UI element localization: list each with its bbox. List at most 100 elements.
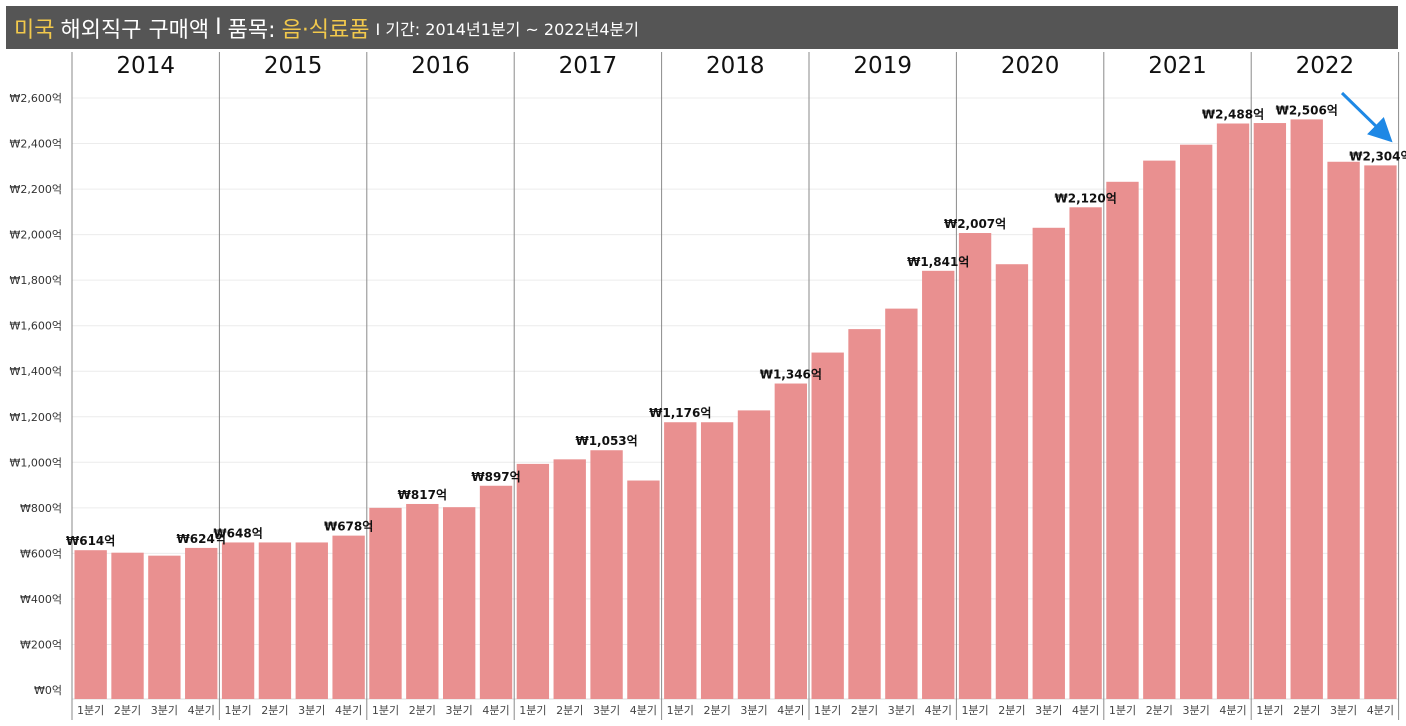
y-tick-label: ₩1,000억 — [10, 456, 63, 469]
bar — [995, 264, 1029, 699]
bar — [811, 352, 844, 699]
data-label: ₩897억 — [471, 470, 520, 484]
year-label: 2022 — [1296, 53, 1355, 79]
quarter-tick-label: 2분기 — [704, 704, 731, 717]
data-label: ₩2,488억 — [1202, 108, 1264, 122]
quarter-tick-label: 4분기 — [188, 704, 215, 717]
data-label: ₩817억 — [398, 488, 447, 502]
bar — [737, 410, 771, 699]
period-label: I 기간: 2014년1분기 ~ 2022년4분기 — [375, 19, 639, 39]
data-label: ₩2,506억 — [1276, 103, 1338, 117]
quarter-tick-label: 4분기 — [925, 704, 952, 717]
quarter-tick-label: 3분기 — [1183, 704, 1210, 717]
year-separators — [71, 52, 1400, 720]
quarter-tick-label: 1분기 — [667, 704, 694, 717]
bar — [1106, 181, 1139, 699]
quarter-tick-label: 2분기 — [114, 704, 141, 717]
bar — [627, 480, 660, 699]
data-label: ₩1,841억 — [907, 255, 969, 269]
year-label: 2016 — [411, 53, 470, 79]
quarter-tick-label: 3분기 — [151, 704, 178, 717]
y-tick-label: ₩0억 — [34, 684, 62, 697]
bar — [369, 507, 402, 699]
bar — [774, 383, 807, 699]
year-label: 2017 — [559, 53, 618, 79]
trend-arrow-icon — [1340, 91, 1393, 143]
bar — [1253, 123, 1287, 700]
bar — [1069, 207, 1102, 700]
item-label: 품목: — [227, 17, 276, 43]
data-label: ₩2,120억 — [1055, 191, 1117, 205]
bar — [958, 233, 992, 699]
y-tick-label: ₩2,600억 — [10, 92, 63, 105]
quarter-tick-label: 2분기 — [998, 704, 1025, 717]
bars — [74, 119, 1397, 700]
bar — [1327, 161, 1360, 699]
y-tick-label: ₩1,800억 — [10, 274, 63, 287]
y-tick-label: ₩800억 — [20, 502, 62, 515]
quarter-tick-label: 3분기 — [740, 704, 767, 717]
item-value: 음·식료품 — [281, 17, 370, 43]
quarter-tick-label: 4분기 — [777, 704, 804, 717]
quarter-tick-label: 2분기 — [1146, 704, 1173, 717]
chart-text: ₩0억 ₩200억 ₩400억 ₩600억 ₩800억 ₩1,000억 ₩1,200억 ₩1,… — [10, 53, 1406, 717]
bar — [516, 463, 550, 699]
year-label: 2018 — [706, 53, 765, 79]
quarter-tick-label: 4분기 — [1072, 704, 1099, 717]
data-label: ₩2,007억 — [944, 217, 1006, 231]
bar — [74, 550, 107, 699]
bar — [258, 542, 292, 699]
bar — [700, 422, 734, 699]
bar — [553, 459, 586, 699]
year-label: 2019 — [853, 53, 912, 79]
y-tick-label: ₩200억 — [20, 638, 62, 651]
data-label: ₩1,053억 — [575, 434, 637, 448]
title-country: 미국 — [14, 17, 55, 43]
y-tick-label: ₩1,600억 — [10, 320, 63, 333]
quarter-tick-label: 3분기 — [446, 704, 473, 717]
bar — [664, 422, 697, 699]
data-label: ₩2,304억 — [1349, 149, 1406, 163]
quarter-tick-label: 1분기 — [1256, 704, 1283, 717]
y-tick-label: ₩600억 — [20, 547, 62, 560]
data-label: ₩624억 — [177, 532, 226, 546]
year-label: 2021 — [1148, 53, 1207, 79]
quarter-tick-label: 2분기 — [851, 704, 878, 717]
quarter-tick-label: 1분기 — [224, 704, 251, 717]
bar — [479, 485, 513, 699]
quarter-tick-label: 1분기 — [77, 704, 104, 717]
bar — [1143, 160, 1176, 700]
bar — [185, 547, 218, 699]
bar — [1290, 119, 1323, 699]
year-label: 2020 — [1001, 53, 1060, 79]
quarter-tick-label: 2분기 — [409, 704, 436, 717]
bar — [406, 503, 439, 699]
data-label: ₩678억 — [324, 520, 373, 534]
bar — [1180, 144, 1213, 699]
bar — [922, 270, 955, 699]
bar — [443, 507, 476, 699]
bar — [1364, 165, 1397, 700]
quarter-tick-label: 4분기 — [335, 704, 362, 717]
bar — [295, 542, 328, 699]
year-label: 2014 — [116, 53, 175, 79]
data-label: ₩648억 — [213, 526, 262, 540]
quarter-tick-label: 1분기 — [372, 704, 399, 717]
y-tick-label: ₩400억 — [20, 593, 62, 606]
bar — [848, 329, 881, 699]
quarter-tick-label: 3분기 — [593, 704, 620, 717]
year-label: 2015 — [264, 53, 323, 79]
quarter-tick-label: 1분기 — [1109, 704, 1136, 717]
quarter-tick-label: 1분기 — [961, 704, 988, 717]
quarter-tick-label: 4분기 — [482, 704, 509, 717]
quarter-tick-label: 3분기 — [1330, 704, 1357, 717]
gridlines — [72, 97, 1399, 700]
data-label: ₩1,176억 — [649, 406, 711, 420]
quarter-tick-label: 4분기 — [1219, 704, 1246, 717]
quarter-tick-label: 3분기 — [888, 704, 915, 717]
quarter-tick-label: 1분기 — [814, 704, 841, 717]
data-label: ₩614억 — [66, 534, 115, 548]
quarter-tick-label: 2분기 — [1293, 704, 1320, 717]
quarter-tick-label: 2분기 — [261, 704, 288, 717]
